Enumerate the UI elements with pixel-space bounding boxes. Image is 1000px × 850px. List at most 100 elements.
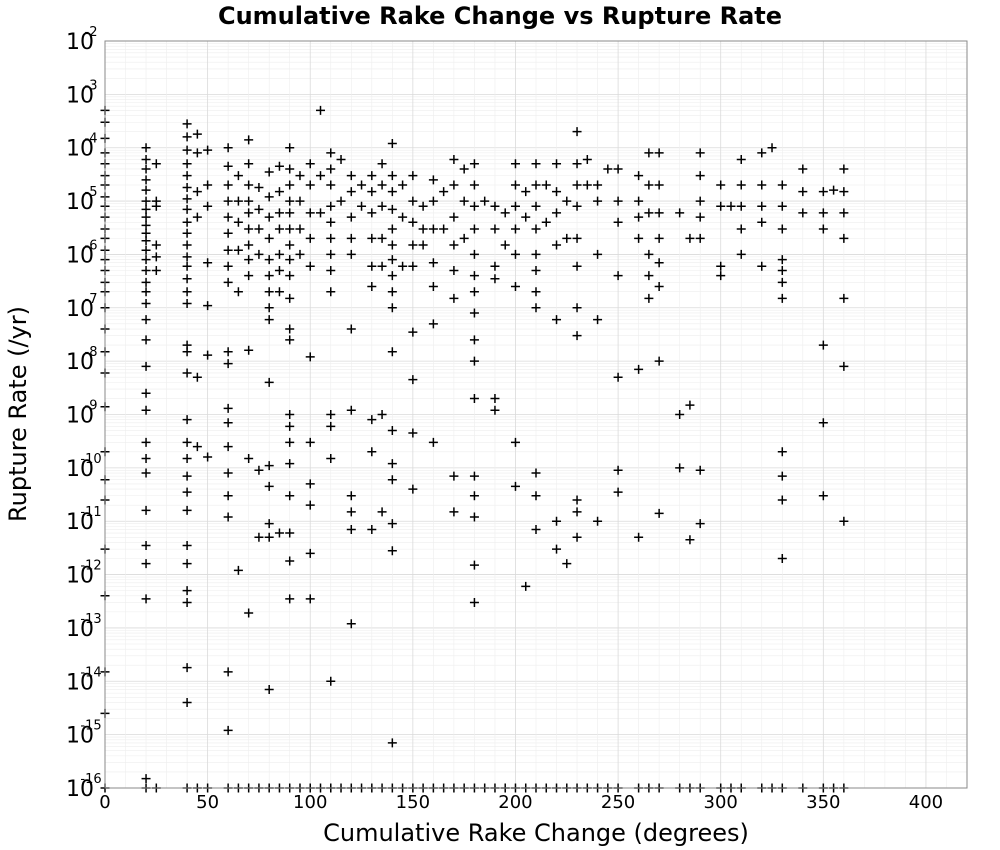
data-point xyxy=(223,403,233,413)
y-tick-exponent: -9 xyxy=(85,399,98,414)
data-point xyxy=(469,271,479,281)
data-point xyxy=(387,475,397,485)
data-point xyxy=(192,212,202,222)
data-point xyxy=(141,265,151,275)
data-point xyxy=(428,437,438,447)
data-point xyxy=(141,175,151,185)
data-point xyxy=(490,393,500,403)
grid xyxy=(105,40,967,789)
data-point xyxy=(141,541,151,551)
data-point xyxy=(685,400,695,410)
y-tick-exponent: -15 xyxy=(80,719,101,734)
data-point xyxy=(244,159,254,169)
data-point xyxy=(408,261,418,271)
data-point xyxy=(839,164,849,174)
y-tick-exponent: -16 xyxy=(80,772,101,787)
data-point xyxy=(192,129,202,139)
y-tick-label: 10-14 xyxy=(66,665,102,695)
data-point xyxy=(777,201,787,211)
data-point xyxy=(531,303,541,313)
data-point xyxy=(398,212,408,222)
data-point xyxy=(675,208,685,218)
data-point xyxy=(192,187,202,197)
data-point xyxy=(593,516,603,526)
data-point xyxy=(829,185,839,195)
data-point xyxy=(613,487,623,497)
data-point xyxy=(480,196,490,206)
y-tick-exponent: -7 xyxy=(85,292,98,307)
data-point xyxy=(233,565,243,575)
data-point xyxy=(469,159,479,169)
data-point xyxy=(264,519,274,529)
data-point xyxy=(182,204,192,214)
data-point xyxy=(449,265,459,275)
data-point xyxy=(387,240,397,250)
data-point xyxy=(141,559,151,569)
x-tick-label: 150 xyxy=(396,792,430,813)
data-point xyxy=(285,180,295,190)
data-point xyxy=(654,356,664,366)
x-tick-label: 300 xyxy=(704,792,738,813)
data-point xyxy=(357,201,367,211)
data-point xyxy=(531,180,541,190)
data-point xyxy=(141,299,151,309)
data-point xyxy=(572,303,582,313)
data-point xyxy=(459,233,469,243)
data-point xyxy=(398,180,408,190)
data-point xyxy=(367,208,377,218)
data-point xyxy=(777,495,787,505)
data-point xyxy=(757,201,767,211)
data-point xyxy=(777,180,787,190)
data-point xyxy=(603,164,613,174)
y-tick-base: 10 xyxy=(66,30,94,55)
data-point xyxy=(285,556,295,566)
data-point xyxy=(777,471,787,481)
data-point xyxy=(285,491,295,501)
data-point xyxy=(285,224,295,234)
data-point xyxy=(685,535,695,545)
data-point xyxy=(418,240,428,250)
data-point xyxy=(562,196,572,206)
data-point xyxy=(223,245,233,255)
data-point xyxy=(593,180,603,190)
data-point xyxy=(449,180,459,190)
data-point xyxy=(346,171,356,181)
data-point xyxy=(695,233,705,243)
data-point xyxy=(305,594,315,604)
data-point xyxy=(182,559,192,569)
data-point xyxy=(264,303,274,313)
data-point xyxy=(736,224,746,234)
data-point xyxy=(531,224,541,234)
data-point xyxy=(377,507,387,517)
data-point xyxy=(510,282,520,292)
data-point xyxy=(634,233,644,243)
data-point xyxy=(305,261,315,271)
data-point xyxy=(736,201,746,211)
data-point xyxy=(562,559,572,569)
data-point xyxy=(736,180,746,190)
data-point xyxy=(244,271,254,281)
data-point xyxy=(295,224,305,234)
data-point xyxy=(346,405,356,415)
data-point xyxy=(767,143,777,153)
data-point xyxy=(541,217,551,227)
data-point xyxy=(274,208,284,218)
data-point xyxy=(644,293,654,303)
data-point xyxy=(387,519,397,529)
data-point xyxy=(531,468,541,478)
data-point xyxy=(654,148,664,158)
x-tick-label: 250 xyxy=(601,792,635,813)
data-point xyxy=(264,287,274,297)
data-point xyxy=(582,180,592,190)
data-point xyxy=(469,335,479,345)
chart-title: Cumulative Rake Change vs Rupture Rate xyxy=(218,2,782,30)
data-point xyxy=(182,240,192,250)
y-tick-base: 10 xyxy=(66,350,94,375)
y-tick-label: 10-11 xyxy=(66,505,102,535)
data-point xyxy=(777,277,787,287)
data-point xyxy=(469,356,479,366)
data-point xyxy=(264,255,274,265)
data-point xyxy=(367,187,377,197)
y-tick-exponent: -11 xyxy=(80,505,101,520)
data-point xyxy=(408,217,418,227)
